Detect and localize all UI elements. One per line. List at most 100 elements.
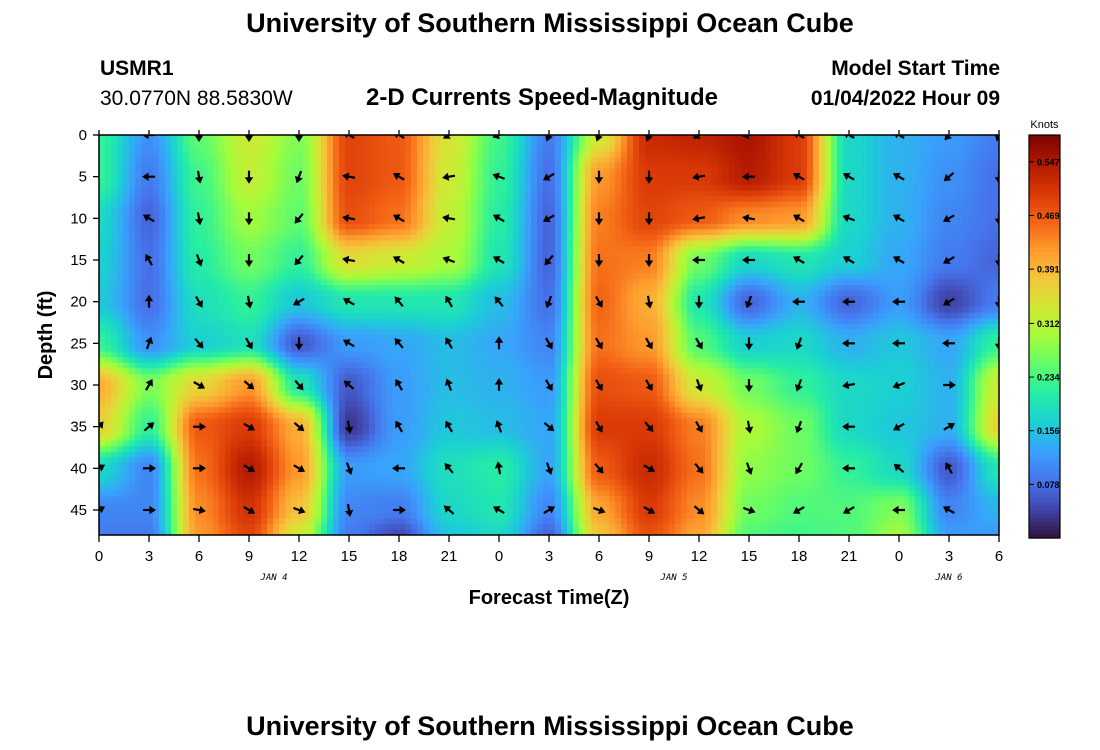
heatmap-cell bbox=[975, 140, 982, 147]
heatmap-cell bbox=[873, 196, 880, 203]
heatmap-cell bbox=[465, 312, 472, 319]
heatmap-cell bbox=[915, 162, 922, 169]
heatmap-cell bbox=[759, 190, 766, 197]
heatmap-cell bbox=[747, 312, 754, 319]
heatmap-cell bbox=[627, 162, 634, 169]
heatmap-cell bbox=[933, 146, 940, 153]
heatmap-cell bbox=[807, 135, 814, 142]
heatmap-cell bbox=[963, 168, 970, 175]
heatmap-cell bbox=[651, 173, 658, 181]
heatmap-cell bbox=[327, 279, 334, 286]
heatmap-cell bbox=[387, 273, 394, 281]
heatmap-cell bbox=[921, 196, 928, 203]
heatmap-cell bbox=[699, 312, 706, 319]
heatmap-cell bbox=[783, 229, 790, 236]
heatmap-cell bbox=[855, 135, 862, 142]
heatmap-cell bbox=[729, 135, 736, 142]
heatmap-cell bbox=[537, 185, 544, 192]
heatmap-cell bbox=[555, 240, 562, 247]
heatmap-cell bbox=[699, 201, 706, 208]
heatmap-cell bbox=[753, 273, 760, 281]
heatmap-cell bbox=[213, 273, 220, 281]
heatmap-cell bbox=[159, 146, 166, 153]
heatmap-cell bbox=[705, 235, 712, 242]
heatmap-cell bbox=[291, 157, 298, 164]
heatmap-cell bbox=[771, 246, 778, 253]
heatmap-cell bbox=[471, 235, 478, 242]
heatmap-cell bbox=[825, 218, 832, 225]
heatmap-cell bbox=[939, 196, 946, 203]
heatmap-cell bbox=[453, 251, 460, 258]
heatmap-cell bbox=[297, 273, 304, 281]
heatmap-cell bbox=[333, 273, 340, 281]
heatmap-cell bbox=[723, 157, 730, 164]
heatmap-cell bbox=[675, 173, 682, 181]
heatmap-cell bbox=[465, 196, 472, 203]
heatmap-cell bbox=[225, 273, 232, 281]
heatmap-cell bbox=[849, 218, 856, 225]
heatmap-cell bbox=[603, 196, 610, 203]
heatmap-cell bbox=[861, 196, 868, 203]
heatmap-cell bbox=[165, 301, 172, 308]
heatmap-cell bbox=[843, 301, 850, 308]
heatmap-cell bbox=[849, 140, 856, 147]
heatmap-cell bbox=[711, 185, 718, 192]
heatmap-cell bbox=[327, 257, 334, 264]
heatmap-cell bbox=[585, 151, 592, 158]
heatmap-cell bbox=[561, 290, 568, 297]
heatmap-cell bbox=[945, 168, 952, 175]
heatmap-cell bbox=[177, 251, 184, 258]
heatmap-cell bbox=[255, 318, 262, 325]
heatmap-cell bbox=[873, 273, 880, 281]
heatmap-cell bbox=[453, 212, 460, 219]
heatmap-cell bbox=[759, 201, 766, 208]
heatmap-cell bbox=[525, 246, 532, 253]
heatmap-cell bbox=[435, 185, 442, 192]
heatmap-cell bbox=[573, 140, 580, 147]
heatmap-cell bbox=[627, 312, 634, 319]
heatmap-cell bbox=[825, 223, 832, 231]
heatmap-cell bbox=[819, 235, 826, 242]
heatmap-cell bbox=[717, 268, 724, 275]
heatmap-cell bbox=[153, 246, 160, 253]
heatmap-cell bbox=[165, 285, 172, 292]
heatmap-cell bbox=[729, 146, 736, 153]
heatmap-cell bbox=[111, 196, 118, 203]
heatmap-cell bbox=[201, 185, 208, 192]
heatmap-cell bbox=[807, 296, 814, 303]
heatmap-cell bbox=[417, 190, 424, 197]
heatmap-cell bbox=[789, 290, 796, 297]
heatmap-cell bbox=[177, 285, 184, 292]
heatmap-cell bbox=[369, 140, 376, 147]
heatmap-cell bbox=[489, 312, 496, 319]
heatmap-cell bbox=[573, 157, 580, 164]
heatmap-cell bbox=[297, 140, 304, 147]
heatmap-cell bbox=[243, 285, 250, 292]
heatmap-cell bbox=[165, 240, 172, 247]
heatmap-cell bbox=[135, 218, 142, 225]
heatmap-cell bbox=[543, 146, 550, 153]
heatmap-cell bbox=[255, 257, 262, 264]
heatmap-cell bbox=[507, 151, 514, 158]
heatmap-cell bbox=[135, 246, 142, 253]
heatmap-cell bbox=[759, 207, 766, 214]
heatmap-cell bbox=[309, 279, 316, 286]
heatmap-cell bbox=[147, 135, 154, 142]
heatmap-cell bbox=[213, 201, 220, 208]
heatmap-cell bbox=[465, 268, 472, 275]
heatmap-cell bbox=[357, 246, 364, 253]
heatmap-cell bbox=[633, 251, 640, 258]
heatmap-cell bbox=[513, 223, 520, 231]
heatmap-cell bbox=[261, 162, 268, 169]
heatmap-cell bbox=[693, 223, 700, 231]
heatmap-cell bbox=[333, 185, 340, 192]
heatmap-cell bbox=[681, 207, 688, 214]
heatmap-cell bbox=[819, 223, 826, 231]
heatmap-cell bbox=[303, 185, 310, 192]
heatmap-cell bbox=[519, 290, 526, 297]
heatmap-cell bbox=[789, 301, 796, 308]
heatmap-cell bbox=[489, 290, 496, 297]
heatmap-cell bbox=[987, 273, 994, 281]
heatmap-cell bbox=[459, 185, 466, 192]
heatmap-cell bbox=[921, 179, 928, 186]
